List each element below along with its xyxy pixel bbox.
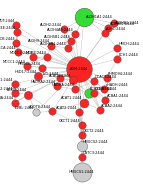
Point (81, 123, 83, 126)
Text: BCAT1:2444: BCAT1:2444 (0, 78, 14, 82)
Point (78, 67, 80, 70)
Point (72, 79, 74, 82)
Text: PCCB:2444: PCCB:2444 (0, 37, 15, 41)
Text: HMGCS1:2444: HMGCS1:2444 (69, 170, 94, 174)
Text: ADM:2444: ADM:2444 (70, 67, 88, 71)
Point (104, 98, 106, 101)
Text: HMCH:2444: HMCH:2444 (119, 42, 140, 46)
Text: ALDH9:2444: ALDH9:2444 (28, 39, 50, 43)
Point (81, 170, 83, 174)
Text: HMGCS2:2444: HMGCS2:2444 (83, 140, 109, 144)
Point (99, 108, 101, 111)
Point (15, 41, 17, 44)
Point (83, 15, 85, 19)
Point (93, 80, 95, 83)
Text: ONTC3:2444: ONTC3:2444 (83, 151, 105, 155)
Text: PHMO94:2444: PHMO94:2444 (108, 72, 133, 76)
Point (104, 32, 106, 35)
Point (81, 145, 83, 148)
Point (51, 110, 53, 113)
Text: ECHS1:2444: ECHS1:2444 (90, 87, 112, 91)
Text: MCCC2:2444: MCCC2:2444 (9, 51, 32, 55)
Point (14, 91, 16, 94)
Point (81, 155, 83, 158)
Text: ALDH2:2444: ALDH2:2444 (40, 23, 63, 27)
Point (14, 82, 16, 85)
Point (16, 31, 18, 34)
Point (88, 91, 90, 94)
Text: HMGCL:2444: HMGCL:2444 (18, 62, 41, 66)
Point (27, 93, 29, 96)
Point (41, 66, 43, 69)
Point (77, 111, 80, 114)
Text: HSD17:2444: HSD17:2444 (15, 70, 37, 74)
Point (116, 57, 119, 60)
Text: BCAT2:2444: BCAT2:2444 (0, 87, 14, 91)
Text: eHADH:2444: eHADH:2444 (105, 83, 128, 87)
Point (81, 134, 83, 137)
Text: ACADS:2444: ACADS:2444 (49, 74, 72, 78)
Point (56, 85, 59, 88)
Text: PCCA:2444: PCCA:2444 (0, 46, 17, 50)
Point (59, 77, 61, 80)
Text: ALDHA1:2444: ALDHA1:2444 (115, 21, 139, 25)
Text: OXCT1:2444: OXCT1:2444 (59, 119, 80, 123)
Point (46, 56, 48, 59)
Text: HADHA2:2444: HADHA2:2444 (31, 80, 56, 84)
Text: MUT:2444: MUT:2444 (0, 19, 15, 23)
Text: MCM4:2444: MCM4:2444 (25, 51, 46, 55)
Point (105, 77, 108, 80)
Point (63, 28, 65, 31)
Text: BCKDHA:2444: BCKDHA:2444 (0, 96, 14, 100)
Point (116, 47, 119, 50)
Text: ECH1:2444: ECH1:2444 (119, 53, 138, 57)
Point (103, 88, 105, 91)
Text: ALDH4A3:2444: ALDH4A3:2444 (47, 28, 74, 32)
Text: DCBA1:2444: DCBA1:2444 (95, 87, 117, 91)
Point (74, 88, 77, 91)
Text: MCCC1:2444: MCCC1:2444 (3, 60, 26, 64)
Point (35, 111, 37, 114)
Point (17, 50, 19, 53)
Text: ACBA1:2444: ACBA1:2444 (107, 94, 129, 98)
Point (112, 22, 115, 25)
Text: OXCT2:2444: OXCT2:2444 (83, 129, 105, 133)
Text: ALDH5B1:2444: ALDH5B1:2444 (43, 35, 70, 39)
Point (66, 47, 69, 50)
Text: ALDH6B1:2444: ALDH6B1:2444 (40, 42, 66, 46)
Point (93, 91, 95, 94)
Point (74, 33, 77, 36)
Text: DCACT:2444: DCACT:2444 (95, 75, 117, 79)
Point (14, 101, 16, 104)
Point (107, 26, 110, 29)
Text: ALDH1A1:2444: ALDH1A1:2444 (86, 15, 112, 19)
Point (26, 64, 28, 67)
Text: HADHA:2444: HADHA:2444 (51, 83, 74, 87)
Point (15, 24, 17, 27)
Text: IVD:2444: IVD:2444 (42, 72, 59, 76)
Text: ACDHB1:2444: ACDHB1:2444 (110, 22, 135, 26)
Point (32, 56, 34, 59)
Text: ACAT2:2444: ACAT2:2444 (56, 106, 77, 110)
Text: ILVBL:2444: ILVBL:2444 (15, 106, 35, 110)
Text: ACAA2:2444: ACAA2:2444 (101, 104, 124, 108)
Text: ACAT1:2444: ACAT1:2444 (61, 96, 83, 100)
Point (50, 44, 52, 47)
Point (37, 74, 39, 77)
Text: BCKD:2444: BCKD:2444 (7, 88, 27, 92)
Text: ADH1:2444: ADH1:2444 (106, 27, 126, 31)
Point (83, 101, 85, 104)
Text: MCEE:2444: MCEE:2444 (0, 26, 16, 30)
Point (70, 40, 73, 43)
Text: ACOT8:2444: ACOT8:2444 (29, 105, 51, 109)
